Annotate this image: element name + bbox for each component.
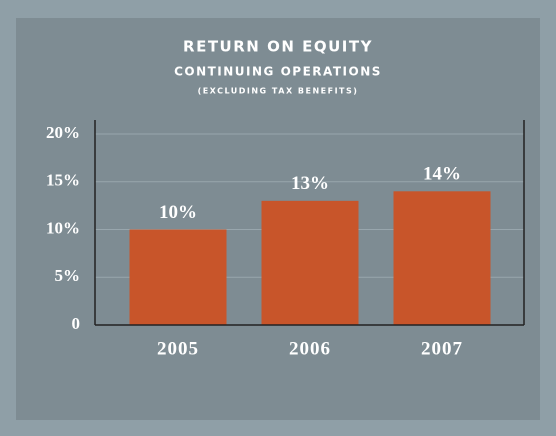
x-tick-label: 2005 (157, 338, 199, 359)
y-tick-label: 10% (46, 218, 80, 237)
chart-note: (EXCLUDING TAX BENEFITS) (198, 87, 359, 96)
y-tick-label: 0 (72, 314, 81, 333)
chart-title: RETURN ON EQUITY (183, 38, 373, 56)
x-tick-label: 2007 (421, 338, 463, 359)
bar (261, 200, 359, 325)
y-tick-label: 5% (55, 266, 81, 285)
value-label: 13% (291, 173, 329, 194)
value-label: 10% (159, 202, 197, 223)
bar (393, 191, 491, 325)
chart-subtitle: CONTINUING OPERATIONS (174, 65, 382, 79)
x-tick-label: 2006 (289, 338, 331, 359)
bar (129, 229, 227, 325)
y-tick-label: 20% (46, 123, 80, 142)
value-label: 14% (423, 164, 461, 185)
y-tick-label: 15% (46, 171, 80, 190)
